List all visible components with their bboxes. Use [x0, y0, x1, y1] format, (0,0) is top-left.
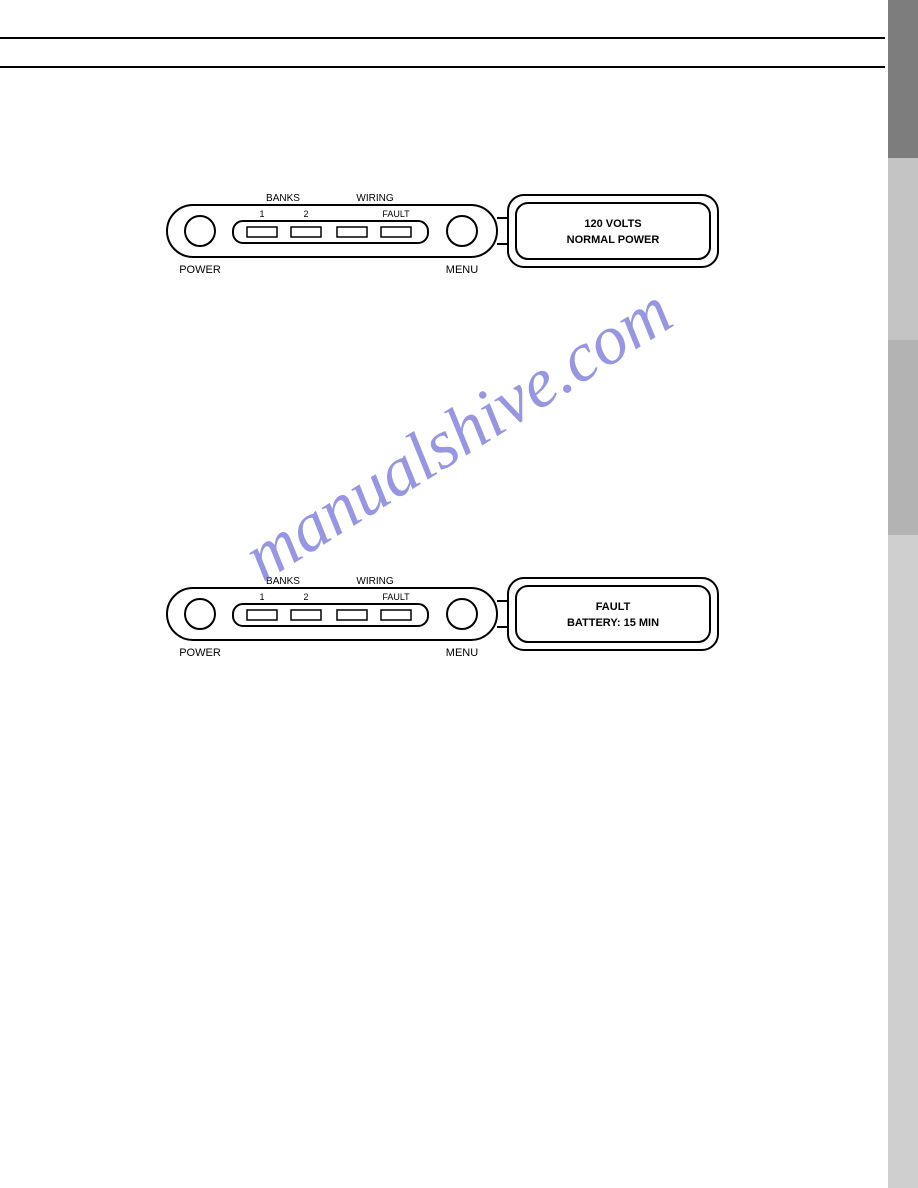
bank1-label: 1: [259, 209, 264, 219]
device-panel-diagram-1: 120 VOLTS NORMAL POWER POWER MENU BANKS …: [165, 185, 725, 290]
led-bank-2: [291, 227, 321, 237]
power-label: POWER: [179, 647, 221, 659]
led-bank-1: [247, 610, 277, 620]
sidebar-tab-3: [888, 340, 918, 535]
lcd-module: FAULT BATTERY: 15 MIN: [508, 578, 718, 650]
led-fault: [381, 227, 411, 237]
lcd-line-2: BATTERY: 15 MIN: [567, 617, 659, 629]
device-panel-diagram-2: FAULT BATTERY: 15 MIN POWER MENU BANKS W…: [165, 568, 725, 673]
fault-label: FAULT: [382, 592, 410, 602]
led-wiring: [337, 610, 367, 620]
lcd-module: 120 VOLTS NORMAL POWER: [508, 195, 718, 267]
menu-label: MENU: [446, 647, 478, 659]
lcd-line-2: NORMAL POWER: [567, 234, 660, 246]
menu-button[interactable]: [447, 216, 477, 246]
lcd-line-1: 120 VOLTS: [584, 218, 641, 230]
sidebar-tab-2: [888, 158, 918, 340]
menu-button[interactable]: [447, 599, 477, 629]
power-button[interactable]: [185, 216, 215, 246]
bank1-label: 1: [259, 592, 264, 602]
bank2-label: 2: [303, 592, 308, 602]
wiring-label: WIRING: [356, 576, 393, 587]
bank2-label: 2: [303, 209, 308, 219]
power-button[interactable]: [185, 599, 215, 629]
control-pill: [167, 205, 497, 257]
banks-label: BANKS: [266, 193, 300, 204]
led-bank-2: [291, 610, 321, 620]
led-bank-1: [247, 227, 277, 237]
page-top-line-1: [0, 37, 885, 39]
banks-label: BANKS: [266, 576, 300, 587]
control-pill: [167, 588, 497, 640]
lcd-line-1: FAULT: [596, 601, 631, 613]
sidebar-tab-4: [888, 535, 918, 1188]
power-label: POWER: [179, 264, 221, 276]
watermark-text: manualshive.com: [230, 271, 686, 597]
sidebar-tab-1: [888, 0, 918, 158]
wiring-label: WIRING: [356, 193, 393, 204]
page-top-line-2: [0, 66, 885, 68]
led-fault: [381, 610, 411, 620]
menu-label: MENU: [446, 264, 478, 276]
fault-label: FAULT: [382, 209, 410, 219]
led-wiring: [337, 227, 367, 237]
